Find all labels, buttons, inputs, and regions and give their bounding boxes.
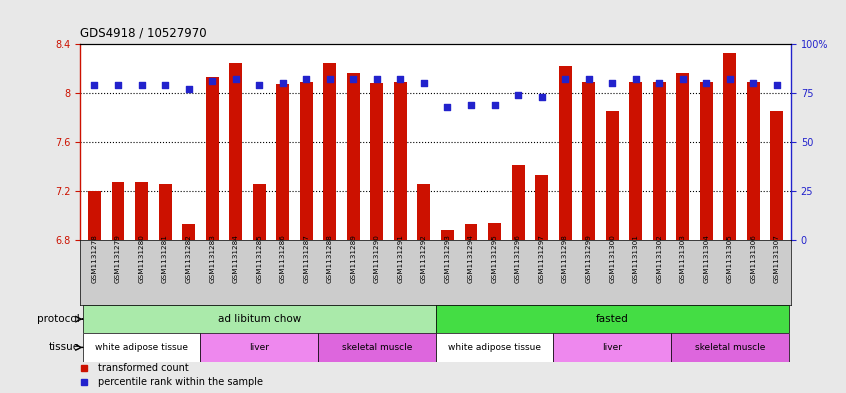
- Bar: [441, 230, 454, 240]
- Bar: [299, 82, 313, 240]
- Text: fasted: fasted: [596, 314, 629, 324]
- Point: [393, 76, 407, 82]
- Point: [135, 82, 148, 88]
- Point: [511, 92, 525, 98]
- Bar: [629, 82, 642, 240]
- Point: [582, 76, 596, 82]
- Bar: [347, 73, 360, 240]
- Bar: [83, 305, 436, 333]
- Bar: [676, 73, 689, 240]
- Point: [252, 82, 266, 88]
- Bar: [135, 182, 148, 240]
- Point: [700, 80, 713, 86]
- Bar: [582, 82, 595, 240]
- Text: skeletal muscle: skeletal muscle: [695, 343, 765, 352]
- Bar: [253, 184, 266, 240]
- Text: white adipose tissue: white adipose tissue: [95, 343, 188, 352]
- Point: [347, 76, 360, 82]
- Text: liver: liver: [250, 343, 269, 352]
- Text: tissue: tissue: [49, 342, 80, 353]
- Point: [535, 94, 548, 100]
- Bar: [464, 224, 477, 240]
- Bar: [488, 223, 501, 240]
- Bar: [371, 83, 383, 240]
- Bar: [723, 53, 736, 240]
- Text: GDS4918 / 10527970: GDS4918 / 10527970: [80, 26, 207, 39]
- Bar: [206, 77, 218, 240]
- Bar: [112, 182, 124, 240]
- Point: [488, 101, 502, 108]
- Bar: [417, 184, 431, 240]
- Point: [629, 76, 642, 82]
- Point: [229, 76, 243, 82]
- Bar: [700, 82, 713, 240]
- Point: [464, 101, 478, 108]
- Bar: [436, 305, 788, 333]
- Bar: [323, 63, 336, 240]
- Point: [558, 76, 572, 82]
- Bar: [606, 111, 618, 240]
- Point: [652, 80, 666, 86]
- Text: percentile rank within the sample: percentile rank within the sample: [98, 377, 263, 387]
- Bar: [653, 82, 666, 240]
- Bar: [536, 175, 548, 240]
- Bar: [158, 184, 172, 240]
- Point: [441, 103, 454, 110]
- Point: [158, 82, 172, 88]
- Point: [746, 80, 760, 86]
- Bar: [182, 224, 195, 240]
- Bar: [201, 333, 318, 362]
- Point: [770, 82, 783, 88]
- Point: [182, 86, 195, 92]
- Text: skeletal muscle: skeletal muscle: [342, 343, 412, 352]
- Bar: [229, 63, 242, 240]
- Point: [723, 76, 737, 82]
- Point: [112, 82, 125, 88]
- Bar: [83, 333, 201, 362]
- Point: [323, 76, 337, 82]
- Bar: [558, 66, 572, 240]
- Bar: [771, 111, 783, 240]
- Point: [606, 80, 619, 86]
- Bar: [318, 333, 436, 362]
- Text: protocol: protocol: [37, 314, 80, 324]
- Point: [417, 80, 431, 86]
- Point: [206, 78, 219, 84]
- Text: ad libitum chow: ad libitum chow: [217, 314, 301, 324]
- Text: liver: liver: [602, 343, 622, 352]
- Text: white adipose tissue: white adipose tissue: [448, 343, 541, 352]
- Bar: [436, 333, 553, 362]
- Text: transformed count: transformed count: [98, 364, 189, 373]
- Point: [276, 80, 289, 86]
- Point: [88, 82, 102, 88]
- Bar: [553, 333, 671, 362]
- Bar: [747, 82, 760, 240]
- Point: [676, 76, 689, 82]
- Point: [370, 76, 383, 82]
- Bar: [512, 165, 525, 240]
- Bar: [671, 333, 788, 362]
- Bar: [394, 82, 407, 240]
- Bar: [88, 191, 101, 240]
- Point: [299, 76, 313, 82]
- Bar: [277, 84, 289, 240]
